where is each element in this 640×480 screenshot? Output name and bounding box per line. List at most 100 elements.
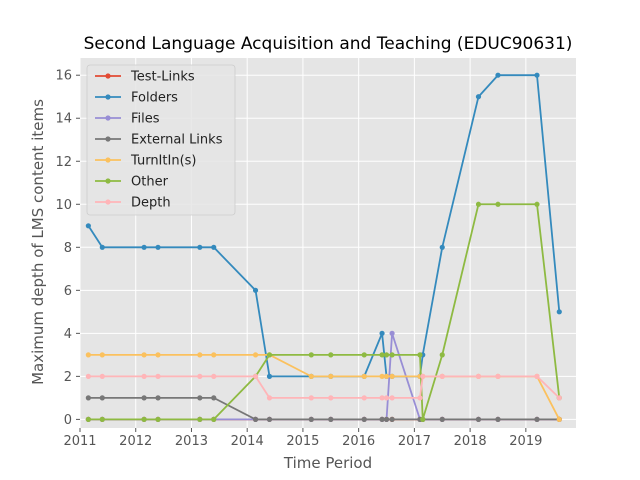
y-tick-label: 6 xyxy=(64,284,72,299)
x-tick-label: 2012 xyxy=(119,434,152,449)
legend-swatch-marker xyxy=(105,115,111,121)
data-point xyxy=(99,416,105,422)
data-point xyxy=(85,416,91,422)
y-tick-label: 0 xyxy=(64,413,72,428)
series-external-links xyxy=(85,395,562,422)
data-point xyxy=(475,201,482,207)
data-point xyxy=(495,201,501,207)
data-point xyxy=(379,330,385,336)
legend-label: Depth xyxy=(131,196,171,211)
legend-label: Test-Links xyxy=(130,70,195,85)
data-point xyxy=(495,373,501,379)
data-point xyxy=(211,373,217,379)
data-point xyxy=(197,244,203,250)
data-point xyxy=(379,352,385,358)
series-layer xyxy=(85,72,562,422)
data-point xyxy=(534,201,540,207)
x-axis-label: Time Period xyxy=(283,454,372,472)
data-point xyxy=(361,352,367,358)
data-point xyxy=(197,373,203,379)
data-point xyxy=(361,395,367,401)
data-point xyxy=(328,395,334,401)
legend-item-other: Other xyxy=(95,175,169,190)
x-tick-label: 2013 xyxy=(175,434,208,449)
data-point xyxy=(141,416,147,422)
data-point xyxy=(252,373,259,379)
data-point xyxy=(252,416,259,422)
legend-swatch-marker xyxy=(105,73,111,79)
y-axis: 0 2 4 6 8 10 12 14 16 xyxy=(55,69,80,428)
data-point xyxy=(141,373,147,379)
data-point xyxy=(379,416,385,422)
data-point xyxy=(389,373,395,379)
data-point xyxy=(439,373,445,379)
data-point xyxy=(495,416,501,422)
x-tick-label: 2015 xyxy=(286,434,319,449)
data-point xyxy=(439,416,445,422)
data-point xyxy=(383,416,390,422)
data-point xyxy=(252,287,259,293)
data-point xyxy=(155,395,161,401)
data-point xyxy=(197,395,203,401)
data-point xyxy=(99,373,105,379)
data-point xyxy=(155,416,161,422)
data-point xyxy=(99,395,105,401)
data-point xyxy=(266,373,273,379)
data-point xyxy=(420,373,426,379)
legend-item-folders: Folders xyxy=(95,91,178,106)
legend-item-external-links: External Links xyxy=(95,133,223,148)
legend-label: TurnItIn(s) xyxy=(130,154,196,169)
data-point xyxy=(383,395,390,401)
legend-label: Files xyxy=(131,112,160,127)
data-point xyxy=(252,352,259,358)
data-point xyxy=(308,416,314,422)
data-point xyxy=(556,309,562,315)
data-point xyxy=(389,330,395,336)
x-tick-label: 2017 xyxy=(398,434,431,449)
legend: Test-Links Folders Files External Links Turn… xyxy=(86,64,236,216)
data-point xyxy=(361,416,367,422)
data-point xyxy=(328,416,334,422)
data-point xyxy=(211,244,217,250)
data-point xyxy=(556,395,562,401)
legend-label: Folders xyxy=(131,91,178,106)
data-point xyxy=(383,352,390,358)
legend-swatch-marker xyxy=(105,157,111,163)
data-point xyxy=(211,352,217,358)
legend-swatch-marker xyxy=(105,178,111,184)
x-tick-label: 2018 xyxy=(454,434,487,449)
y-tick-label: 4 xyxy=(64,327,72,342)
y-tick-label: 8 xyxy=(64,241,72,256)
data-point xyxy=(211,395,217,401)
data-point xyxy=(328,352,334,358)
series-depth xyxy=(85,373,562,401)
data-point xyxy=(417,352,423,358)
data-point xyxy=(420,416,426,422)
x-tick-label: 2011 xyxy=(63,434,96,449)
legend-label: Other xyxy=(131,175,169,190)
data-point xyxy=(99,244,105,250)
data-point xyxy=(197,352,203,358)
data-point xyxy=(475,373,482,379)
chart-title: Second Language Acquisition and Teaching… xyxy=(84,34,573,54)
data-point xyxy=(389,352,395,358)
data-point xyxy=(389,395,395,401)
data-point xyxy=(141,352,147,358)
legend-swatch-marker xyxy=(105,136,111,142)
data-point xyxy=(99,352,105,358)
legend-label: External Links xyxy=(131,133,223,148)
legend-box xyxy=(86,64,236,216)
y-tick-label: 14 xyxy=(55,112,72,127)
data-point xyxy=(308,373,314,379)
data-point xyxy=(534,373,540,379)
data-point xyxy=(475,416,482,422)
y-tick-label: 10 xyxy=(55,198,72,213)
data-point xyxy=(361,373,367,379)
data-point xyxy=(155,352,161,358)
data-point xyxy=(383,373,390,379)
data-point xyxy=(389,416,395,422)
legend-item-depth: Depth xyxy=(95,196,171,211)
data-point xyxy=(211,416,217,422)
data-point xyxy=(308,352,314,358)
